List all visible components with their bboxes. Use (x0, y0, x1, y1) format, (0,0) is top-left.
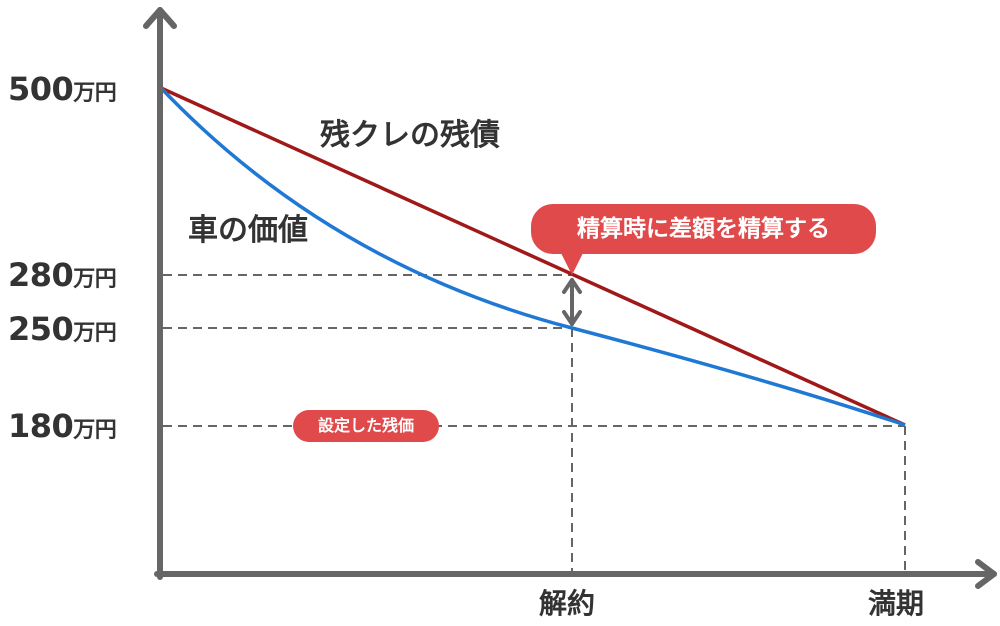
guide-lines (163, 274, 906, 572)
difference-arrow-icon (562, 278, 582, 326)
settlement-callout: 精算時に差額を精算する (531, 204, 876, 275)
car-value-label: 車の価値 (188, 213, 308, 248)
y-tick-unit: 万円 (73, 81, 117, 106)
y-tick-unit: 万円 (73, 267, 117, 292)
y-tick-500: 500万円 (8, 70, 117, 108)
y-tick-value: 180 (8, 407, 74, 445)
y-tick-280: 280万円 (8, 256, 117, 294)
car-value-curve (159, 86, 906, 427)
y-tick-unit: 万円 (73, 418, 117, 443)
axes (143, 7, 997, 589)
y-tick-unit: 万円 (73, 321, 117, 346)
y-axis-arrow-icon (143, 7, 177, 29)
loan-balance-label: 残クレの残債 (320, 118, 500, 153)
y-tick-250: 250万円 (8, 310, 117, 348)
x-axis-arrow-icon (975, 559, 997, 589)
y-tick-value: 280 (8, 256, 74, 294)
residual-value-badge: 設定した残価 (293, 410, 439, 442)
y-tick-180: 180万円 (8, 407, 117, 445)
y-tick-value: 500 (8, 70, 74, 108)
y-tick-value: 250 (8, 310, 74, 348)
loan-balance-line (160, 86, 906, 427)
x-tick-cancel: 解約 (539, 587, 596, 620)
x-tick-maturity: 満期 (868, 587, 925, 620)
